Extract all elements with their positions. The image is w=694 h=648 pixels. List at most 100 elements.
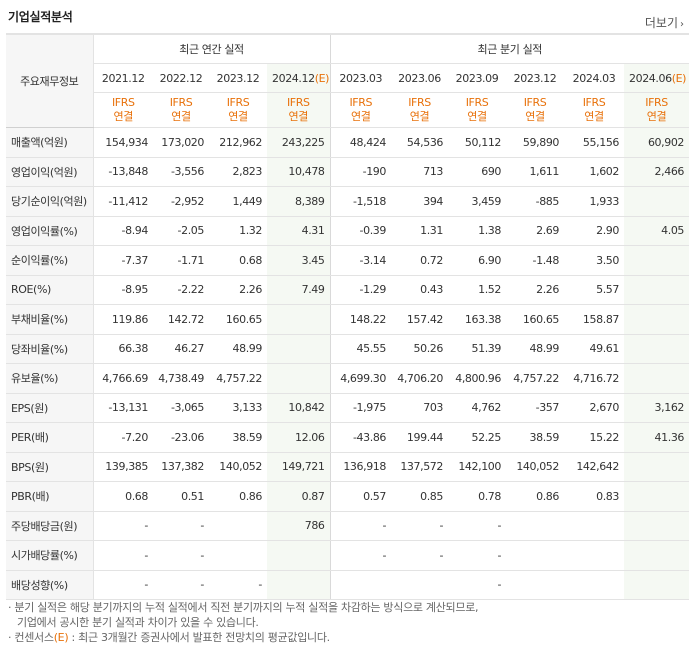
more-link[interactable]: 더보기 › — [645, 14, 684, 31]
table-cell — [209, 510, 267, 541]
section-title: 기업실적분석 — [8, 10, 73, 24]
table-cell: 2.26 — [209, 275, 267, 305]
table-row: 영업이익률(%) -8.94 -2.05 1.32 4.31 -0.39 1.31 1.38 2… — [6, 215, 690, 246]
basis-header: IFRS 연결 — [209, 92, 267, 128]
table-cell: 50.26 — [391, 334, 449, 364]
financial-table: 주요재무정보 최근 연간 실적 최근 분기 실적 2021.12 2022.12 2… — [6, 33, 690, 600]
table-cell: 4,766.69 — [93, 363, 153, 394]
table-cell: -357 — [506, 392, 565, 423]
table-cell — [624, 540, 690, 571]
table-cell: 1.31 — [391, 215, 449, 246]
table-cell: 160.65 — [506, 304, 565, 335]
table-cell: 4,699.30 — [329, 363, 392, 394]
table-cell: 786 — [267, 510, 331, 541]
basis-header: IFRS 연결 — [329, 92, 392, 128]
table-cell — [624, 275, 690, 305]
table-cell: 142,642 — [564, 452, 625, 482]
table-cell: -1.48 — [506, 245, 565, 276]
table-cell: -1.29 — [329, 275, 392, 305]
table-cell: 3.50 — [564, 245, 625, 276]
table-cell: 54,536 — [391, 127, 449, 158]
footnote-1: · 분기 실적은 해당 분기까지의 누적 실적에서 직전 분기까지의 누적 실적… — [8, 601, 479, 614]
table-cell: 0.87 — [267, 481, 331, 512]
period-header: 2023.09 — [448, 63, 507, 93]
table-cell: 2,466 — [624, 157, 690, 187]
table-cell: 139,385 — [93, 452, 153, 482]
table-cell: -3,065 — [153, 392, 209, 423]
table-cell — [506, 570, 565, 600]
basis-header: IFRS 연결 — [448, 92, 507, 128]
row-label: 당좌비율(%) — [6, 334, 94, 364]
table-cell: 3,133 — [209, 392, 267, 423]
table-cell: 66.38 — [93, 334, 153, 364]
table-cell: 59,890 — [506, 127, 565, 158]
basis-header: IFRS 연결 — [153, 92, 209, 128]
table-row: PBR(배) 0.68 0.51 0.86 0.87 0.57 0.85 0.78 0.86 0.… — [6, 481, 690, 512]
table-cell: 2.26 — [506, 275, 565, 305]
table-cell: 49.61 — [564, 334, 625, 364]
table-cell: 163.38 — [448, 304, 507, 335]
table-cell — [624, 481, 690, 512]
table-cell: -0.39 — [329, 215, 392, 246]
table-cell: 4,738.49 — [153, 363, 209, 394]
table-row: PER(배) -7.20 -23.06 38.59 12.06 -43.86 199.44 5… — [6, 422, 690, 453]
table-cell — [267, 363, 331, 394]
table-cell: 0.68 — [209, 245, 267, 276]
table-cell: -1,518 — [329, 186, 392, 217]
table-cell: 8,389 — [267, 186, 331, 217]
table-cell: 7.49 — [267, 275, 331, 305]
table-cell — [564, 510, 625, 541]
table-cell: -1.71 — [153, 245, 209, 276]
table-cell: -13,848 — [93, 157, 153, 187]
table-cell: 48.99 — [506, 334, 565, 364]
table-cell: 2.69 — [506, 215, 565, 246]
table-cell: 173,020 — [153, 127, 209, 158]
table-cell: -190 — [329, 157, 392, 187]
table-cell — [624, 334, 690, 364]
table-cell: 1.52 — [448, 275, 507, 305]
footnote-3: · 컨센서스(E) : 최근 3개월간 증권사에서 발표한 전망치의 평균값입니… — [8, 631, 330, 644]
table-cell: 158.87 — [564, 304, 625, 335]
table-cell: -2,952 — [153, 186, 209, 217]
table-row: 부채비율(%) 119.86 142.72 160.65 148.22 157.42 163… — [6, 304, 690, 335]
table-cell: 46.27 — [153, 334, 209, 364]
table-row: 매출액(억원) 154,934 173,020 212,962 243,225 48,42… — [6, 127, 690, 158]
table-row: 당기순이익(억원) -11,412 -2,952 1,449 8,389 -1,518 39… — [6, 186, 690, 217]
basis-header: IFRS 연결 — [391, 92, 449, 128]
table-cell: -13,131 — [93, 392, 153, 423]
period-header: 2023.03 — [329, 63, 392, 93]
table-cell: 157.42 — [391, 304, 449, 335]
row-label: ROE(%) — [6, 275, 94, 305]
table-cell — [624, 186, 690, 217]
table-cell: 6.90 — [448, 245, 507, 276]
table-cell: 0.78 — [448, 481, 507, 512]
table-cell: 148.22 — [329, 304, 392, 335]
table-cell — [506, 510, 565, 541]
table-cell: - — [448, 570, 507, 600]
table-cell: 119.86 — [93, 304, 153, 335]
table-cell: - — [153, 510, 209, 541]
table-cell — [624, 570, 690, 600]
table-cell: 0.68 — [93, 481, 153, 512]
row-label: 유보율(%) — [6, 363, 94, 394]
table-cell: -8.95 — [93, 275, 153, 305]
table-cell: - — [448, 540, 507, 571]
table-cell: -2.05 — [153, 215, 209, 246]
table-cell: 4,800.96 — [448, 363, 507, 394]
table-cell: 212,962 — [209, 127, 267, 158]
footnotes: · 분기 실적은 해당 분기까지의 누적 실적에서 직전 분기까지의 누적 실적… — [8, 600, 479, 645]
table-cell: 50,112 — [448, 127, 507, 158]
period-header: 2023.12 — [209, 63, 267, 93]
basis-header: IFRS 연결 — [564, 92, 625, 128]
basis-header: IFRS 연결 — [506, 92, 565, 128]
table-cell: 199.44 — [391, 422, 449, 453]
row-label: 배당성향(%) — [6, 570, 94, 600]
row-label: 당기순이익(억원) — [6, 186, 94, 217]
row-label: PER(배) — [6, 422, 94, 453]
table-cell — [267, 304, 331, 335]
table-row: EPS(원) -13,131 -3,065 3,133 10,842 -1,975 703 4… — [6, 392, 690, 423]
basis-header: IFRS 연결 — [267, 92, 331, 128]
table-cell: -11,412 — [93, 186, 153, 217]
table-cell: 52.25 — [448, 422, 507, 453]
corner-header: 주요재무정보 — [6, 33, 94, 128]
